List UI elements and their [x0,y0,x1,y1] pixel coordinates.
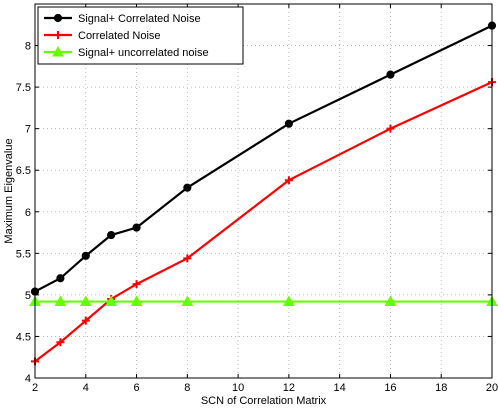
y-axis-label: Maximum Eigenvalue [3,138,15,243]
plot-area [35,4,492,378]
y-tick-label: 4 [25,373,31,385]
data-point [54,295,67,307]
x-tick-label: 2 [32,382,38,394]
x-tick-label: 16 [384,382,396,394]
x-tick-label: 14 [334,382,346,394]
legend-label: Signal+ Correlated Noise [78,13,201,25]
legend-label: Correlated Noise [78,30,161,42]
y-tick-label: 7.5 [16,82,31,94]
data-point [79,295,92,307]
data-point [132,280,141,289]
data-point [386,124,395,133]
x-axis-label: SCN of Correlation Matrix [201,395,327,407]
y-tick-label: 6.5 [16,165,31,177]
y-tick-label: 7 [25,124,31,136]
x-tick-label: 12 [283,382,295,394]
x-tick-label: 8 [184,382,190,394]
data-point [284,176,293,185]
y-tick-label: 6 [25,207,31,219]
x-tick-label: 20 [486,382,498,394]
data-point [81,316,90,325]
data-point [56,274,65,283]
grid [35,4,492,379]
y-tick-label: 5 [25,290,31,302]
legend-label: Signal+ uncorrelated noise [78,47,209,59]
data-point [56,338,65,347]
series-layer [29,21,498,366]
legend-marker [53,13,63,23]
data-point [132,223,141,232]
data-point [105,295,118,307]
data-point [384,295,397,307]
legend-marker [54,31,62,39]
plot-frame [34,3,493,379]
legend: Signal+ Correlated Noise Correlated Noise… [37,6,244,65]
series-1 [30,21,497,296]
legend-item: Signal+ Correlated Noise [44,13,201,25]
y-tick-label: 8 [25,41,31,53]
legend-item: Correlated Noise [44,30,161,42]
legend-item: Signal+ uncorrelated noise [44,45,209,59]
legend-marker [52,45,64,57]
x-tick-label: 10 [232,382,244,394]
data-point [81,251,90,260]
data-point [283,295,295,307]
y-tick-label: 4.5 [16,331,31,343]
data-point [181,295,194,307]
data-point [183,183,192,192]
data-point [130,295,143,307]
data-point [284,119,293,128]
y-tick-label: 5.5 [16,248,31,260]
legend-box [37,6,244,65]
x-tick-label: 6 [133,382,139,394]
data-point [107,230,116,240]
data-point [183,254,192,263]
x-tick-label: 18 [435,382,447,394]
x-tick-label: 4 [83,382,89,394]
data-point [386,70,395,79]
